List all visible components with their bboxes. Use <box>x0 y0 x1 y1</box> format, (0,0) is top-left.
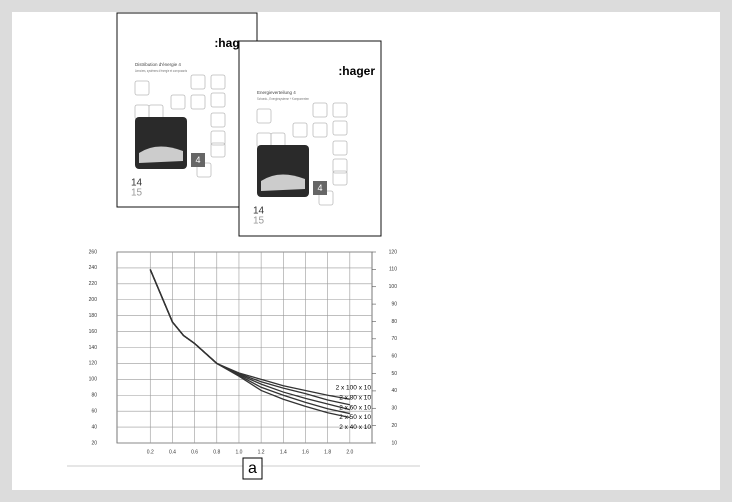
series-label: 2 x 40 x 10 <box>339 424 371 431</box>
cover-square <box>332 120 348 136</box>
cover-badge <box>191 153 205 167</box>
y-tick-label: 60 <box>91 408 97 414</box>
cover-badge <box>313 181 327 195</box>
x-tick-label: 0.8 <box>213 449 220 455</box>
cover: :hager Energieverteilung 4 Schrank-, Energ… <box>238 40 382 237</box>
y2-tick-label: 20 <box>391 423 397 429</box>
caption-box <box>242 457 263 480</box>
y-tick-label: 20 <box>91 440 97 446</box>
series-label: 2 x 100 x 10 <box>336 385 372 392</box>
y-tick-label: 220 <box>89 281 98 287</box>
x-tick-label: 1.0 <box>235 449 242 455</box>
cover-badge-text: 4 <box>195 155 200 165</box>
y-tick-label: 240 <box>89 265 98 271</box>
cover-photo-detail <box>261 174 305 191</box>
y2-tick-label: 30 <box>391 406 397 412</box>
x-tick-label: 0.6 <box>191 449 198 455</box>
cover-square <box>332 140 348 156</box>
cover-brand: :hager <box>338 64 375 78</box>
series-label: 2 x 50 x 10 <box>339 414 371 421</box>
y-tick-label: 160 <box>89 329 98 335</box>
cover-square <box>332 170 348 186</box>
cover-year-bottom: 15 <box>253 216 265 227</box>
y2-tick-label: 120 <box>389 249 398 255</box>
y-tick-label: 80 <box>91 393 97 399</box>
x-tick-label: 2.0 <box>346 449 353 455</box>
y-tick-label: 40 <box>91 424 97 430</box>
cover-square <box>210 74 226 90</box>
series-label: 2 x 60 x 10 <box>339 404 371 411</box>
cover-year-bottom: 15 <box>131 188 143 199</box>
cover-title: Energieverteilung 4 <box>257 90 296 95</box>
cover-subtitle: Schrank-, Energiesysteme + Komponenten <box>257 97 309 101</box>
y2-tick-label: 100 <box>389 284 398 290</box>
cover-year-top: 14 <box>253 206 265 217</box>
covers: :hager Distribution d'énergie 4 Armoires, … <box>116 12 382 237</box>
y2-tick-label: 80 <box>391 319 397 325</box>
cover-square <box>312 122 328 138</box>
y-tick-label: 260 <box>89 249 98 255</box>
x-tick-label: 1.4 <box>280 449 287 455</box>
y2-tick-label: 40 <box>391 388 397 394</box>
cover-square <box>190 74 206 90</box>
y2-tick-label: 10 <box>391 440 397 446</box>
cover-square <box>256 108 272 124</box>
x-tick-label: 1.8 <box>324 449 331 455</box>
x-tick-label: 1.2 <box>258 449 265 455</box>
cover-square <box>312 102 328 118</box>
cover-square <box>190 94 206 110</box>
cover-sheet <box>116 12 258 208</box>
cover-square <box>210 130 226 146</box>
y-tick-label: 120 <box>89 361 98 367</box>
x-tick-label: 0.4 <box>169 449 176 455</box>
cover-square <box>210 142 226 158</box>
cover-square <box>292 122 308 138</box>
cover-square <box>170 94 186 110</box>
series-line <box>149 269 350 419</box>
x-tick-label: 0.2 <box>147 449 154 455</box>
caption: a <box>248 460 257 477</box>
cover-square <box>210 92 226 108</box>
y2-tick-label: 50 <box>391 371 397 377</box>
cover-badge-text: 4 <box>317 183 322 193</box>
y2-tick-label: 70 <box>391 336 397 342</box>
cover-square <box>210 112 226 128</box>
y2-tick-label: 60 <box>391 354 397 360</box>
x-tick-label: 1.6 <box>302 449 309 455</box>
y-tick-label: 180 <box>89 313 98 319</box>
cover-year-top: 14 <box>131 178 143 189</box>
cover-subtitle: Armoires, systèmes d'énergie et composan… <box>135 69 187 73</box>
cover-square <box>332 158 348 174</box>
series-label: 2 x 80 x 10 <box>339 395 371 402</box>
cover-title: Distribution d'énergie 4 <box>135 62 181 67</box>
cover-sheet <box>238 40 382 237</box>
y-tick-label: 140 <box>89 345 98 351</box>
cover-square <box>134 80 150 96</box>
y2-tick-label: 90 <box>391 301 397 307</box>
y-tick-label: 200 <box>89 297 98 303</box>
y-tick-label: 100 <box>89 377 98 383</box>
cover-square <box>332 102 348 118</box>
y2-tick-label: 110 <box>389 267 397 273</box>
cover-photo-detail <box>139 146 183 163</box>
